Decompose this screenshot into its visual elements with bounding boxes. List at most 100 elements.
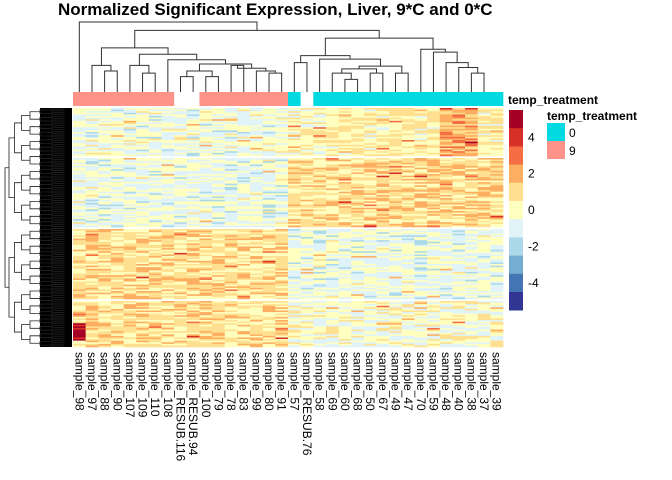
dendrogram-branch bbox=[51, 332, 65, 336]
heatmap-cell bbox=[174, 225, 188, 228]
heatmap-cell bbox=[98, 120, 112, 123]
heatmap-cell bbox=[73, 244, 86, 247]
heatmap-cell bbox=[73, 329, 86, 332]
heatmap-cell bbox=[212, 175, 226, 178]
heatmap-cell bbox=[174, 133, 188, 136]
heatmap-cell bbox=[186, 191, 200, 194]
heatmap-cell bbox=[363, 232, 377, 235]
heatmap-cell bbox=[212, 172, 226, 175]
heatmap-cell bbox=[288, 204, 301, 207]
dendrogram-branch bbox=[39, 340, 52, 346]
heatmap-cell bbox=[98, 161, 112, 164]
heatmap-cell bbox=[338, 323, 352, 326]
heatmap-cell bbox=[288, 254, 301, 257]
heatmap-cell bbox=[427, 313, 441, 316]
heatmap-cell bbox=[199, 270, 213, 273]
heatmap-cell bbox=[98, 279, 112, 282]
heatmap-cell bbox=[224, 305, 238, 308]
heatmap-cell bbox=[275, 122, 289, 125]
heatmap-cell bbox=[338, 122, 352, 125]
heatmap-cell bbox=[212, 329, 226, 332]
heatmap-cell bbox=[376, 294, 390, 297]
heatmap-cell bbox=[224, 218, 238, 221]
heatmap-cell bbox=[174, 112, 188, 115]
heatmap-cell bbox=[73, 116, 86, 118]
heatmap-cell bbox=[439, 172, 453, 175]
heatmap-cell bbox=[250, 320, 264, 322]
heatmap-cell bbox=[401, 295, 415, 298]
heatmap-cell bbox=[148, 295, 162, 298]
heatmap-cell bbox=[148, 302, 162, 305]
heatmap-cell bbox=[465, 220, 479, 223]
heatmap-cell bbox=[376, 233, 390, 236]
heatmap-cell bbox=[262, 286, 276, 289]
heatmap-cell bbox=[338, 320, 352, 322]
heatmap-cell bbox=[313, 138, 327, 141]
heatmap-cell bbox=[237, 304, 251, 307]
heatmap-cell bbox=[224, 297, 238, 300]
heatmap-cell bbox=[148, 122, 162, 125]
heatmap-cell bbox=[439, 117, 453, 120]
heatmap-cell bbox=[452, 199, 466, 202]
heatmap-cell bbox=[363, 218, 377, 221]
heatmap-cell bbox=[351, 329, 365, 332]
heatmap-cell bbox=[161, 148, 175, 150]
heatmap-cell bbox=[85, 327, 99, 330]
heatmap-cell bbox=[161, 210, 175, 213]
heatmap-cell bbox=[465, 337, 479, 340]
heatmap-cell bbox=[98, 334, 112, 337]
heatmap-cell bbox=[212, 183, 226, 186]
heatmap-cell bbox=[300, 289, 314, 292]
heatmap-cell bbox=[148, 108, 162, 110]
heatmap-cell bbox=[414, 321, 428, 324]
annotation-cell bbox=[351, 92, 365, 106]
heatmap-cell bbox=[288, 159, 301, 162]
heatmap-cell bbox=[161, 190, 175, 192]
heatmap-cell bbox=[465, 130, 479, 133]
heatmap-cell bbox=[363, 152, 377, 155]
heatmap-cell bbox=[110, 252, 124, 255]
heatmap-cell bbox=[439, 320, 453, 322]
heatmap-cell bbox=[338, 144, 352, 147]
heatmap-cell bbox=[439, 202, 453, 205]
heatmap-cell bbox=[136, 217, 150, 220]
heatmap-cell bbox=[401, 112, 415, 115]
heatmap-cell bbox=[427, 109, 441, 112]
heatmap-cell bbox=[237, 194, 251, 197]
heatmap-cell bbox=[110, 177, 124, 180]
heatmap-cell bbox=[186, 125, 200, 128]
heatmap-cell bbox=[224, 204, 238, 207]
heatmap-cell bbox=[376, 132, 390, 134]
heatmap-cell bbox=[477, 291, 491, 293]
heatmap-cell bbox=[376, 140, 390, 142]
heatmap-cell bbox=[224, 148, 238, 150]
heatmap-cell bbox=[351, 289, 365, 292]
heatmap-cell bbox=[161, 241, 175, 244]
heatmap-cell bbox=[427, 243, 441, 246]
heatmap-cell bbox=[325, 206, 339, 209]
heatmap-cell bbox=[389, 232, 403, 235]
heatmap-cell bbox=[338, 267, 352, 270]
heatmap-cell bbox=[110, 125, 124, 128]
heatmap-cell bbox=[212, 249, 226, 252]
heatmap-cell bbox=[110, 162, 124, 165]
heatmap-cell bbox=[275, 321, 289, 324]
heatmap-cell bbox=[136, 116, 150, 118]
dendrogram-branch bbox=[51, 228, 65, 231]
heatmap-cell bbox=[199, 235, 213, 238]
heatmap-cell bbox=[224, 127, 238, 130]
heatmap-cell bbox=[85, 175, 99, 178]
heatmap-cell bbox=[465, 172, 479, 175]
heatmap-cell bbox=[338, 304, 352, 307]
heatmap-cell bbox=[288, 248, 301, 250]
heatmap-cell bbox=[389, 262, 403, 265]
heatmap-cell bbox=[300, 185, 314, 188]
heatmap-cell bbox=[389, 315, 403, 318]
heatmap-cell bbox=[73, 310, 86, 313]
heatmap-cell bbox=[477, 334, 491, 337]
heatmap-cell bbox=[136, 318, 150, 321]
heatmap-cell bbox=[288, 316, 301, 319]
heatmap-cell bbox=[262, 177, 276, 180]
heatmap-cell bbox=[73, 158, 86, 160]
heatmap-cell bbox=[427, 289, 441, 292]
